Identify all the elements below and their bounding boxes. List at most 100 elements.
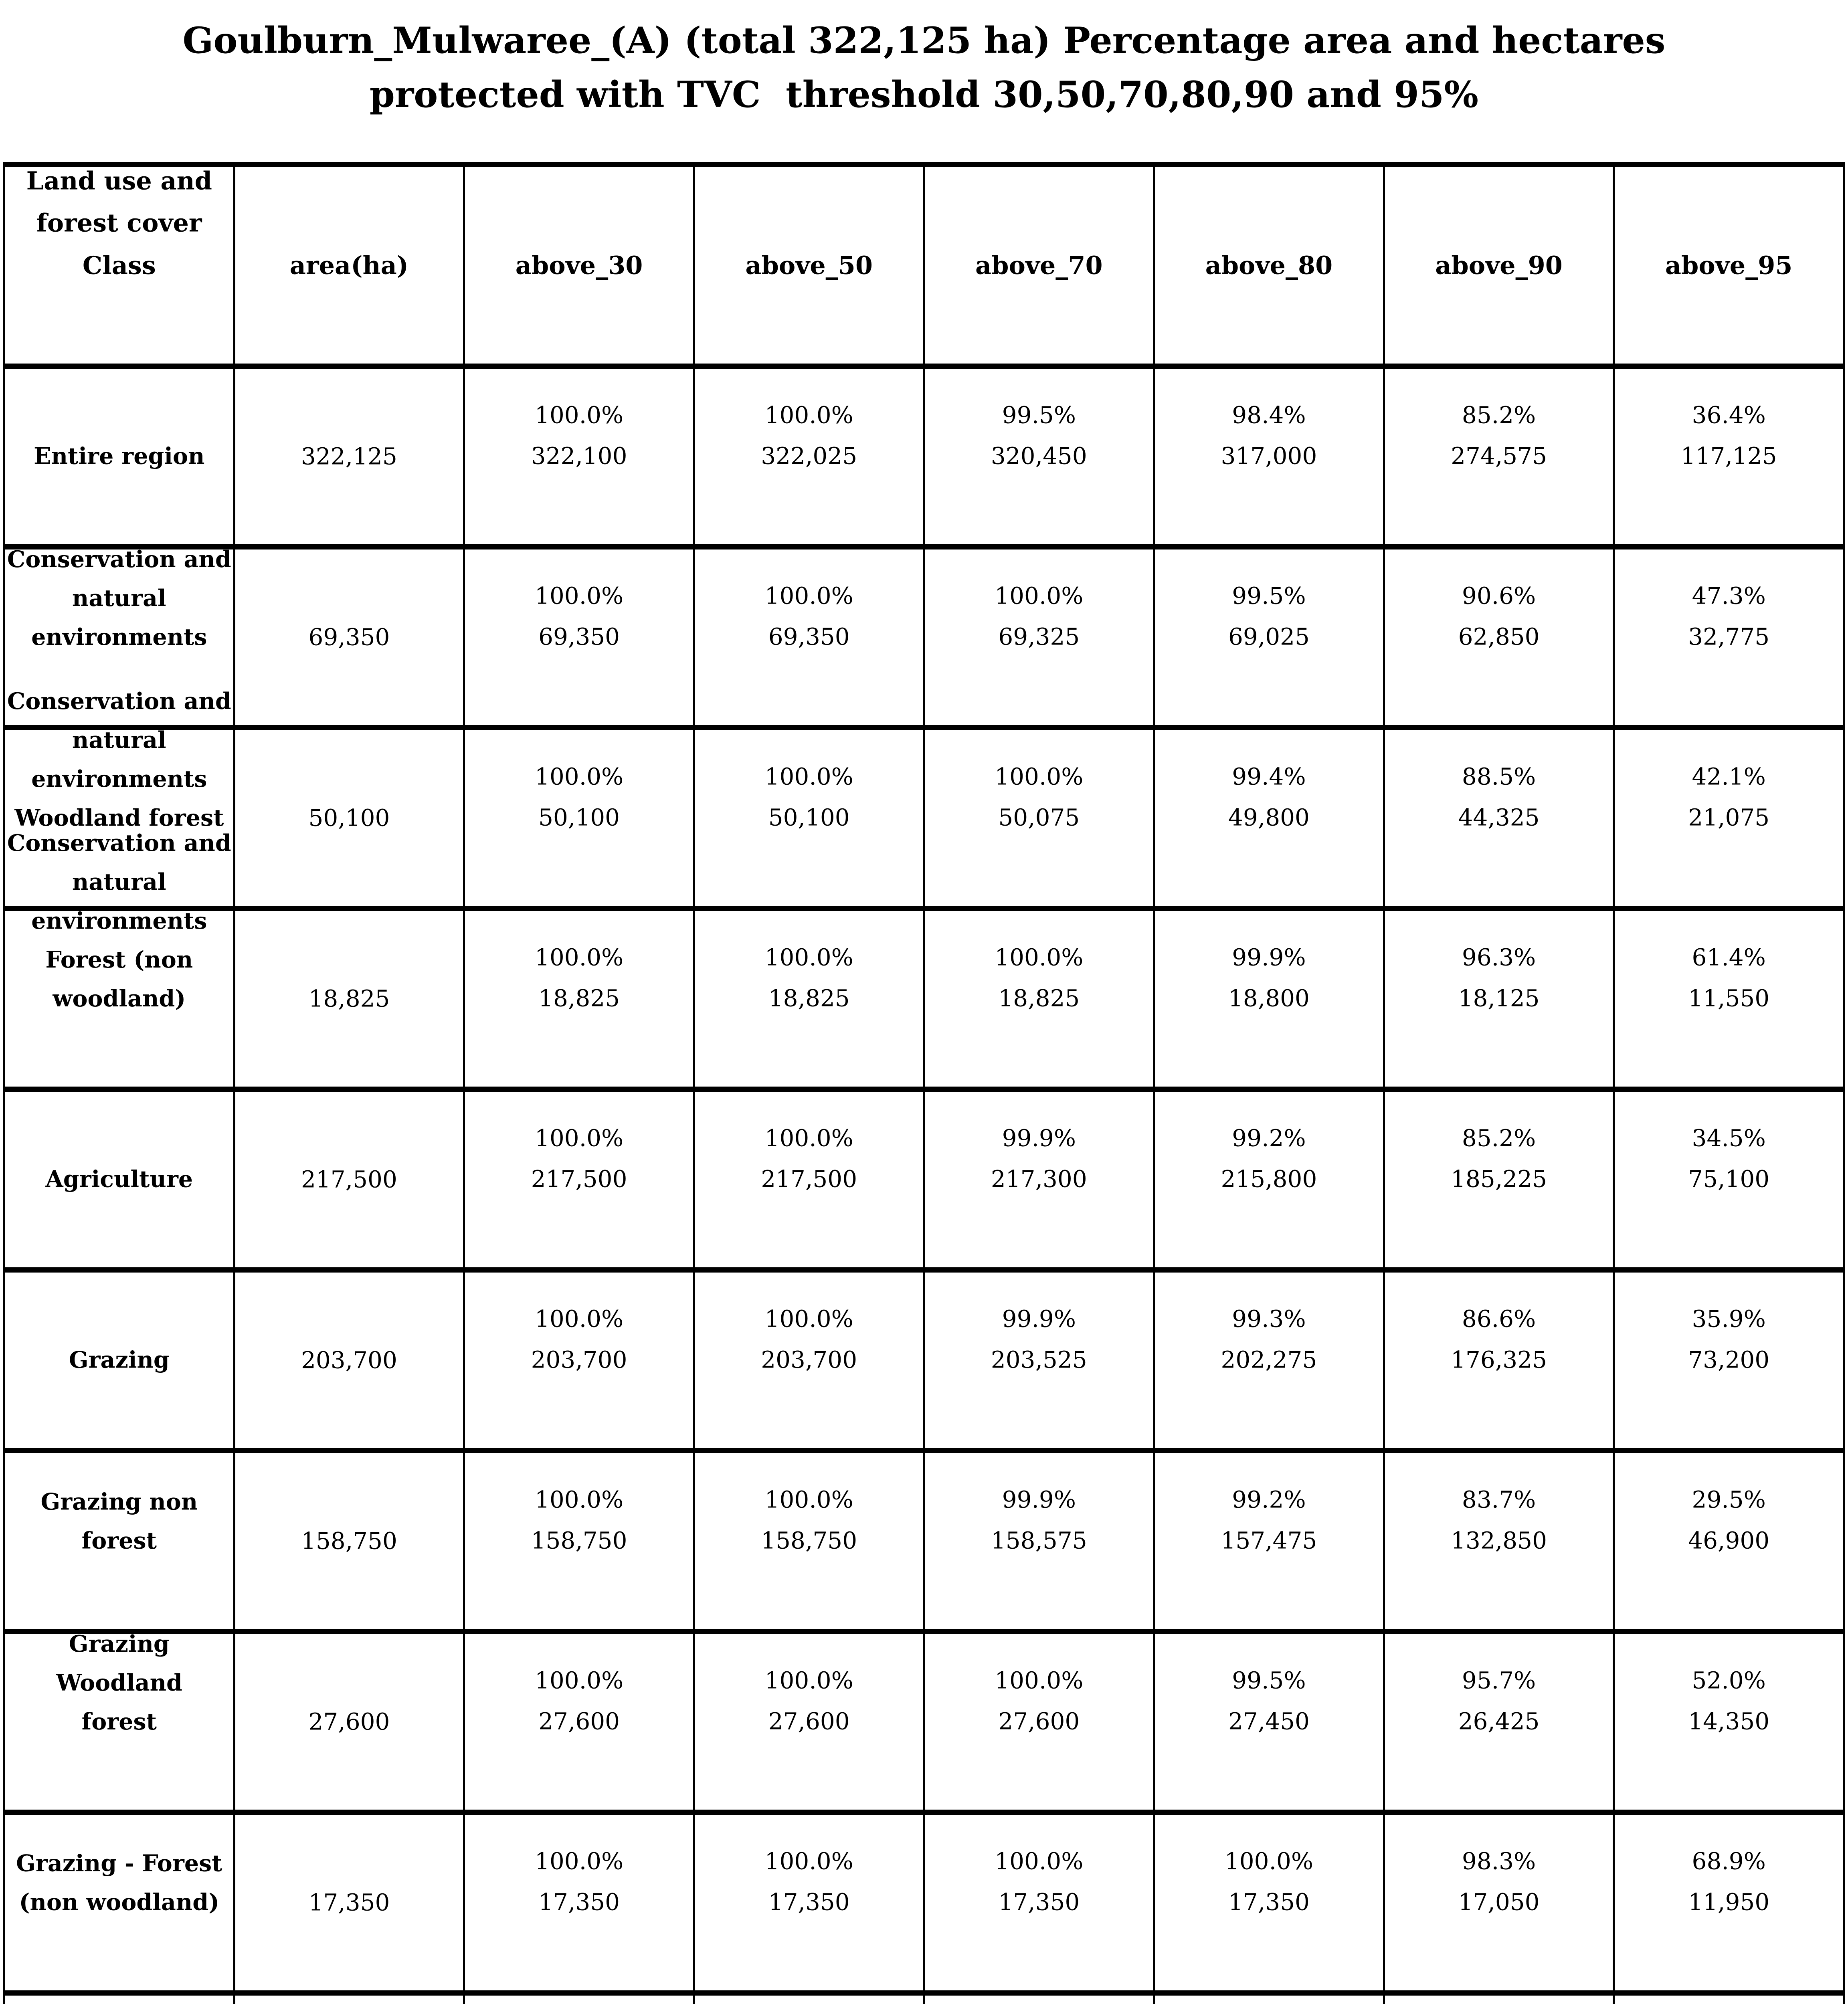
percent-text: 100.0% [534, 943, 624, 971]
value-stack: 99.5% 27,450 [1155, 1660, 1383, 1741]
table-row: Conservation and natural environments 69,… [3, 544, 1845, 730]
hectares-text: 27,600 [538, 1707, 620, 1735]
hectares-text: 17,350 [768, 1888, 850, 1915]
hectares-text: 158,750 [761, 1526, 857, 1554]
value-cell: 29.5% 46,900 [1613, 1448, 1845, 1634]
value-cell: 100.0% 322,025 [693, 364, 925, 549]
row-label: Conservation and natural environments [3, 544, 235, 730]
column-header: above_90 [1383, 162, 1615, 369]
value-stack: 99.9% 217,300 [925, 1118, 1153, 1199]
value-cell: 86.6% 176,325 [1383, 1267, 1615, 1453]
hectares-text: 322,100 [531, 442, 627, 469]
value-cell: 100.0% 158,750 [463, 1448, 695, 1634]
percent-text: 100.0% [1224, 1847, 1314, 1875]
value-cell: 99.5% 320,450 [923, 364, 1155, 549]
hectares-text: 50,100 [538, 803, 620, 831]
value-cell: 95.7% 26,425 [1383, 1629, 1615, 1815]
value-stack: 83.7% 132,850 [1385, 1479, 1613, 1561]
page-title-line2: protected with TVC threshold 30,50,70,80… [369, 73, 1479, 116]
hectares-text: 18,825 [998, 984, 1080, 1012]
value-cell: 100.0% 69,325 [923, 544, 1155, 730]
value-cell: 100.0% 50,100 [463, 725, 695, 911]
percent-text: 100.0% [534, 1486, 624, 1513]
value-cell: 61.4% 11,550 [1613, 906, 1845, 1092]
area-cell: 27,600 [233, 1629, 465, 1815]
value-cell: 100.0% 17,350 [1153, 1810, 1385, 1996]
value-stack: 47.3% 32,775 [1615, 576, 1843, 657]
value-cell: 85.2% 274,575 [1383, 364, 1615, 549]
column-header: above_95 [1613, 162, 1845, 369]
hectares-text: 27,450 [1228, 1707, 1310, 1735]
percent-text: 100.0% [764, 763, 853, 790]
percent-text: 61.4% [1692, 943, 1766, 971]
table-row: Grazing - Forest (non woodland) 17,350 100… [3, 1810, 1845, 1996]
hectares-text: 18,800 [1228, 984, 1310, 1012]
row-label: Cropping [3, 1990, 235, 2004]
percent-text: 99.4% [1232, 763, 1306, 790]
hectares-text: 217,300 [991, 1165, 1087, 1192]
column-header: area(ha) [233, 162, 465, 369]
value-stack: 98.4% 317,000 [1155, 395, 1383, 476]
value-cell: 36.4% 117,125 [1613, 364, 1845, 549]
table-row: Agriculture 217,500 100.0% 217,500 100.0% 217… [3, 1087, 1845, 1273]
hectares-text: 320,450 [991, 442, 1087, 469]
value-cell: 100.0% 27,600 [923, 1629, 1155, 1815]
percent-text: 36.4% [1692, 401, 1766, 429]
hectares-text: 322,025 [761, 442, 857, 469]
value-stack: 100.0% 17,350 [465, 1841, 693, 1922]
value-cell: 100.0%13,225 [463, 1990, 695, 2004]
value-stack: 100.0% 27,600 [695, 1660, 923, 1741]
row-label: Grazing Woodland forest [3, 1629, 235, 1815]
hectares-text: 50,100 [768, 803, 850, 831]
value-cell: 34.5% 75,100 [1613, 1087, 1845, 1273]
value-stack: 85.2% 185,225 [1385, 1118, 1613, 1199]
value-stack: 100.0% 69,350 [465, 576, 693, 657]
row-label-text: Conservation and natural environments [7, 545, 231, 650]
percent-text: 100.0% [995, 763, 1084, 790]
value-stack: 86.6% 176,325 [1385, 1299, 1613, 1380]
hectares-text: 44,325 [1458, 803, 1540, 831]
value-cell: 100.0% 18,825 [463, 906, 695, 1092]
area-value: 17,350 [308, 1889, 390, 1916]
value-stack: 68.9% 11,950 [1615, 1841, 1843, 1922]
value-stack: 99.5% 69,025 [1155, 576, 1383, 657]
column-header-label: area(ha) [289, 250, 409, 280]
value-stack: 88.5% 44,325 [1385, 756, 1613, 838]
value-stack: 100.0% 50,100 [695, 756, 923, 838]
value-stack: 100.0% 322,025 [695, 395, 923, 476]
value-stack: 99.4% 49,800 [1155, 756, 1383, 838]
percent-text: 52.0% [1692, 1667, 1766, 1694]
value-stack: 100.0% 17,350 [1155, 1841, 1383, 1922]
percent-text: 99.9% [1002, 1305, 1076, 1333]
report-table: Land use and forest cover Class area(ha) a… [3, 162, 1845, 2004]
hectares-text: 317,000 [1221, 442, 1317, 469]
area-cell: 322,125 [233, 364, 465, 549]
row-label-text: Grazing non forest [40, 1488, 198, 1554]
table-row: Entire region 322,125 100.0% 322,100 100.0% 3… [3, 364, 1845, 549]
column-header-label: above_50 [745, 250, 873, 280]
value-cell: 100.0% 69,350 [463, 544, 695, 730]
hectares-text: 18,125 [1458, 984, 1540, 1012]
value-stack: 100.0% 158,750 [695, 1479, 923, 1561]
percent-text: 99.9% [1232, 943, 1306, 971]
column-header-label: above_70 [975, 250, 1103, 280]
percent-text: 88.5% [1462, 763, 1536, 790]
percent-text: 100.0% [995, 582, 1084, 610]
value-stack: 100.0% 322,100 [465, 395, 693, 476]
hectares-text: 17,350 [538, 1888, 620, 1915]
value-stack: 36.4% 117,125 [1615, 395, 1843, 476]
value-cell: 100.0%13,225 [693, 1990, 925, 2004]
hectares-text: 11,550 [1688, 984, 1770, 1012]
value-cell: 100.0% 27,600 [693, 1629, 925, 1815]
value-stack: 100.0% 217,500 [695, 1118, 923, 1199]
percent-text: 99.3% [1232, 1305, 1306, 1333]
hectares-text: 27,600 [998, 1707, 1080, 1735]
hectares-text: 158,575 [991, 1526, 1087, 1554]
percent-text: 100.0% [764, 1486, 853, 1513]
column-header: Land use and forest cover Class [3, 162, 235, 369]
percent-text: 100.0% [534, 401, 624, 429]
value-cell: 100.0% 17,350 [923, 1810, 1155, 1996]
value-stack: 100.0% 203,700 [465, 1299, 693, 1380]
value-cell: 90.6% 62,850 [1383, 544, 1615, 730]
area-cell: 69,350 [233, 544, 465, 730]
